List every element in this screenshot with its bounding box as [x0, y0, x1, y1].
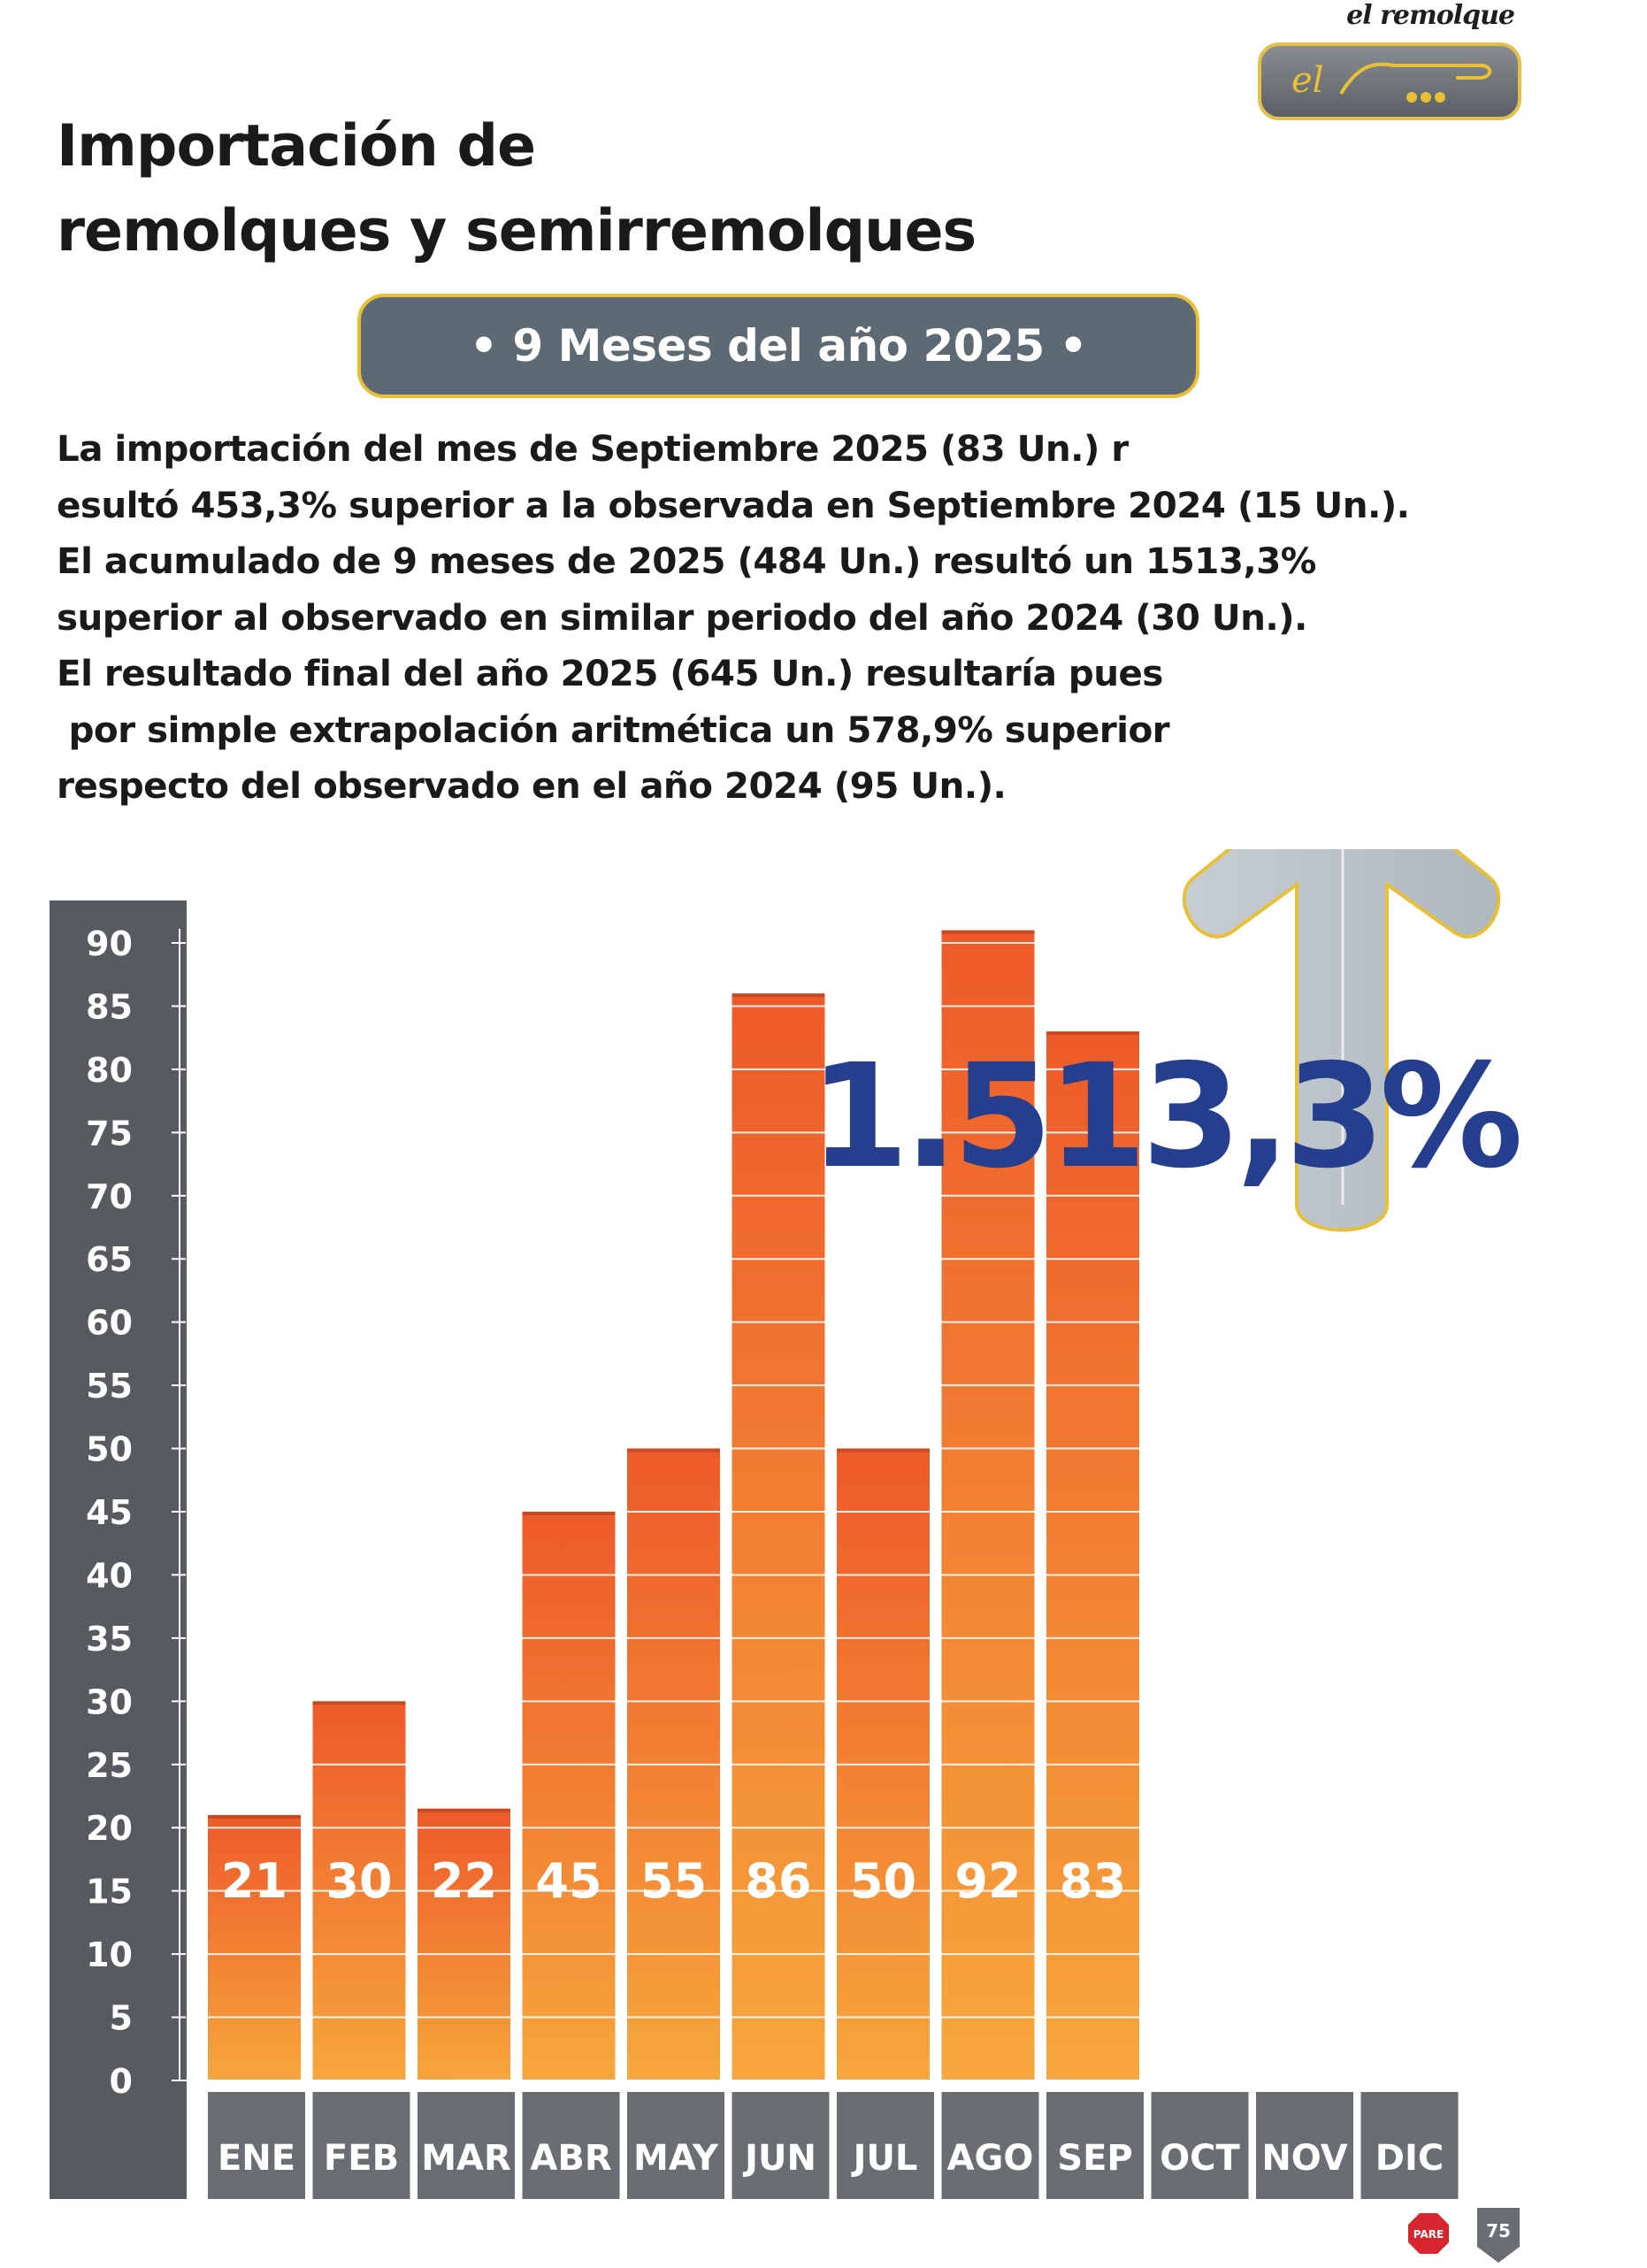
data-label: 30 [326, 1853, 392, 1909]
paragraph-line: por simple extrapolación aritmética un 5… [57, 708, 1170, 751]
category-cell [732, 2092, 830, 2199]
category-cell [941, 2092, 1039, 2199]
y-tick-label: 50 [86, 1430, 133, 1469]
category-cell [522, 2092, 620, 2199]
highlight-percentage: 1.513,3% [809, 1034, 1520, 1200]
logo-text: el [1291, 60, 1323, 101]
x-tick-label: NOV [1261, 2138, 1347, 2179]
y-tick-label: 10 [86, 1935, 133, 1974]
bar-cap [627, 1448, 720, 1452]
category-cell [627, 2092, 724, 2199]
paragraph-line: superior al observado en similar periodo… [57, 595, 1307, 639]
paragraph-line: respecto del observado en el año 2024 (9… [57, 764, 1007, 807]
bar-cap [312, 1701, 406, 1705]
bar-cap [1046, 1031, 1139, 1036]
x-tick-label: FEB [324, 2138, 399, 2179]
bar-cap [837, 1448, 930, 1452]
x-tick-label: ABR [530, 2138, 611, 2179]
category-cell [837, 2092, 934, 2199]
category-cell [1046, 2092, 1144, 2199]
page-number: 75 [1486, 2220, 1511, 2241]
category-cell [1256, 2092, 1353, 2199]
y-tick-label: 55 [86, 1367, 133, 1406]
y-tick-label: 80 [86, 1051, 133, 1090]
data-label: 45 [535, 1853, 601, 1909]
x-tick-label: DIC [1375, 2138, 1444, 2179]
x-tick-label: OCT [1160, 2138, 1240, 2179]
category-cell [208, 2092, 305, 2199]
data-label: 86 [745, 1853, 811, 1909]
brand-wordmark: el remolque [1346, 0, 1515, 31]
x-tick-label: JUN [742, 2138, 816, 2179]
bar [522, 1512, 616, 2080]
bar-chart: 0 5 10 15 20 25 30 35 40 45 50 55 60 65 70 75 80 85 90 ENE 2… [50, 849, 1525, 2199]
stop-sign-icon: PARE [1408, 2213, 1449, 2254]
y-tick-label: 85 [86, 987, 133, 1026]
category-cell [417, 2092, 515, 2199]
y-tick-label: 70 [86, 1177, 133, 1216]
y-axis-panel [50, 900, 187, 2199]
period-badge: • 9 Meses del año 2025 • [357, 294, 1199, 398]
y-tick-label: 30 [86, 1682, 133, 1721]
y-tick-label: 15 [86, 1873, 133, 1912]
y-tick-label: 0 [110, 2062, 133, 2101]
x-tick-label: MAY [633, 2138, 719, 2179]
y-tick-label: 5 [110, 1999, 133, 2038]
paragraph-line: esultó 453,3% superior a la observada en… [57, 483, 1410, 526]
category-cell [312, 2092, 410, 2199]
page-number-badge: 75 [1477, 2208, 1520, 2264]
y-tick-label: 25 [86, 1746, 133, 1785]
y-tick-label: 75 [86, 1114, 133, 1153]
logo-graphic: el [1291, 60, 1492, 103]
stop-sign-label: PARE [1413, 2228, 1444, 2241]
bar [732, 993, 825, 2080]
x-tick-label: MAR [421, 2138, 511, 2179]
paragraph-line: El resultado final del año 2025 (645 Un.… [57, 652, 1163, 694]
bar-cap [417, 1808, 510, 1812]
category-cell [1151, 2092, 1249, 2199]
paragraph-line: La importación del mes de Septiembre 202… [57, 427, 1129, 470]
x-tick-label: ENE [218, 2138, 295, 2179]
page-title: Importación de remolques y semirremolque… [57, 104, 977, 274]
data-label: 21 [221, 1853, 287, 1909]
paragraph-line: El acumulado de 9 meses de 2025 (484 Un.… [57, 540, 1316, 582]
bar-cap [732, 993, 825, 998]
x-tick-label: AGO [947, 2138, 1034, 2179]
bar [208, 1814, 301, 2080]
x-tick-label: JUL [851, 2138, 918, 2179]
category-cell [1360, 2092, 1459, 2199]
y-tick-label: 90 [86, 924, 133, 963]
title-line: Importación de [57, 113, 536, 180]
y-tick-label: 40 [86, 1556, 133, 1595]
data-label: 83 [1060, 1853, 1126, 1909]
title-line: remolques y semirremolques [57, 198, 977, 264]
summary-paragraph: La importación del mes de Septiembre 202… [57, 421, 1525, 815]
data-label: 92 [954, 1853, 1021, 1909]
data-label: 22 [431, 1853, 497, 1909]
y-tick-label: 45 [86, 1493, 133, 1532]
bar [417, 1808, 510, 2080]
data-label: 50 [850, 1853, 916, 1909]
y-tick-label: 20 [86, 1809, 133, 1848]
bar-cap [208, 1814, 301, 1819]
x-tick-label: SEP [1057, 2138, 1132, 2179]
bar [1046, 1031, 1139, 2080]
bar-cap [522, 1512, 616, 1515]
y-tick-label: 60 [86, 1304, 133, 1343]
bar-cap [941, 930, 1035, 934]
logo-badge: el [1258, 42, 1521, 120]
y-tick-label: 35 [86, 1620, 133, 1659]
bar [941, 930, 1035, 2080]
data-label: 55 [640, 1853, 707, 1909]
y-tick-label: 65 [86, 1240, 133, 1279]
